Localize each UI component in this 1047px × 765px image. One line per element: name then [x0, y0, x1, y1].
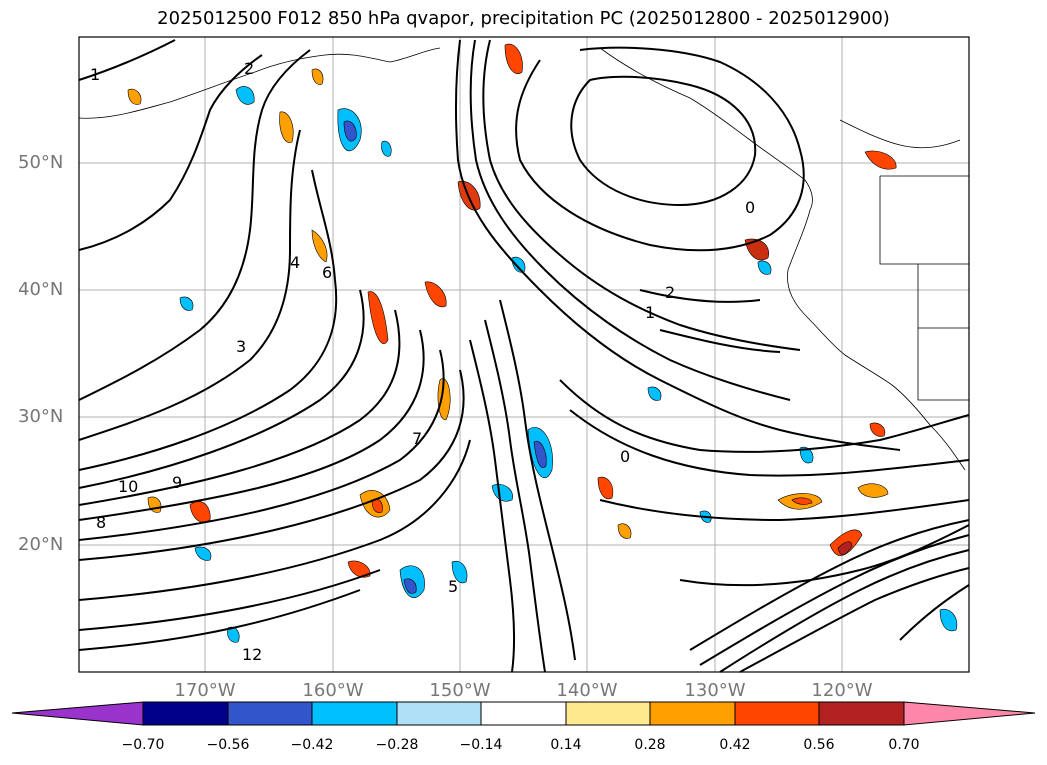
contour-label: 12 — [242, 645, 262, 664]
colorbar-under-arrow — [11, 701, 144, 726]
precipitation-shading — [127, 43, 958, 643]
colorbar — [11, 701, 1036, 726]
lon-label: 160°W — [302, 680, 364, 701]
colorbar-tick-label: 0.56 — [803, 737, 835, 753]
lon-label: 170°W — [174, 680, 236, 701]
colorbar-tick-label: −0.56 — [206, 737, 250, 753]
colorbar-tick-label: 0.42 — [719, 737, 751, 753]
colorbar-tick-label: 0.28 — [634, 737, 666, 753]
colorbar-tick-label: −0.14 — [459, 737, 503, 753]
colorbar-tick-label: 0.70 — [888, 737, 920, 753]
contour-label: 3 — [236, 337, 246, 356]
contour-label: 1 — [90, 65, 100, 84]
contour-label: 6 — [322, 263, 332, 282]
contour-label: 1 — [645, 303, 655, 322]
lon-label: 150°W — [429, 680, 491, 701]
lat-label: 50°N — [18, 152, 64, 173]
contour-label: 2 — [665, 283, 675, 302]
contour-label: 0 — [620, 447, 630, 466]
contour-label: 4 — [290, 253, 300, 272]
contour-label: 8 — [96, 513, 106, 532]
colorbar-tick-label: −0.28 — [375, 737, 419, 753]
contour-label: 9 — [172, 473, 182, 492]
contour-label: 10 — [118, 477, 138, 496]
lat-label: 40°N — [18, 279, 64, 300]
colorbar-tick-label: −0.70 — [121, 737, 165, 753]
lat-label: 30°N — [18, 406, 64, 427]
colorbar-tick-label: −0.42 — [290, 737, 334, 753]
contour-label: 0 — [745, 198, 755, 217]
map-title: 2025012500 F012 850 hPa qvapor, precipit… — [157, 8, 890, 29]
lat-label: 20°N — [18, 534, 64, 555]
contour-labels: 1 2 3 4 5 6 7 8 9 10 12 0 1 2 0 — [90, 59, 755, 664]
map-frame — [78, 36, 970, 673]
lon-label: 130°W — [684, 680, 746, 701]
colorbar-over-arrow — [903, 701, 1036, 726]
contour-label: 7 — [412, 429, 422, 448]
coastlines — [78, 47, 969, 471]
contour-label: 2 — [244, 59, 254, 78]
colorbar-tick-label: 0.14 — [550, 737, 582, 753]
lon-label: 140°W — [556, 680, 618, 701]
contour-label: 5 — [448, 577, 458, 596]
qvapor-contours — [78, 39, 970, 673]
lon-label: 120°W — [811, 680, 873, 701]
